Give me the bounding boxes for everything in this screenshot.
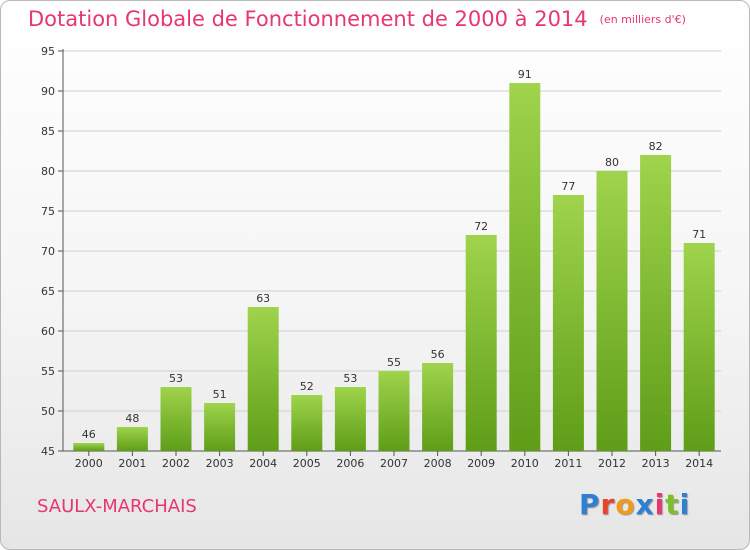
logo-letter: i bbox=[679, 488, 691, 521]
bar-2001 bbox=[116, 427, 148, 451]
y-tick-label: 45 bbox=[41, 445, 55, 458]
data-label-2000: 46 bbox=[82, 428, 96, 441]
y-tick-label: 65 bbox=[41, 285, 55, 298]
commune-name: SAULX-MARCHAIS bbox=[37, 496, 197, 517]
bar-2004 bbox=[247, 307, 279, 451]
data-label-2012: 80 bbox=[605, 156, 619, 169]
data-label-2006: 53 bbox=[343, 372, 357, 385]
chart-title: Dotation Globale de Fonctionnement de 20… bbox=[28, 7, 686, 31]
x-tick-label: 2008 bbox=[424, 457, 452, 470]
logo-letter: o bbox=[615, 488, 636, 521]
y-tick-label: 95 bbox=[41, 45, 55, 58]
x-tick-label: 2013 bbox=[642, 457, 670, 470]
x-tick-label: 2002 bbox=[162, 457, 190, 470]
x-tick-label: 2007 bbox=[380, 457, 408, 470]
x-tick-label: 2012 bbox=[598, 457, 626, 470]
y-tick-label: 55 bbox=[41, 365, 55, 378]
x-tick-label: 2014 bbox=[685, 457, 713, 470]
y-tick-label: 60 bbox=[41, 325, 55, 338]
logo-letter: i bbox=[654, 488, 666, 521]
y-tick-label: 85 bbox=[41, 125, 55, 138]
bar-2002 bbox=[160, 387, 192, 451]
data-label-2001: 48 bbox=[125, 412, 139, 425]
proxiti-logo: Proxiti bbox=[579, 488, 690, 521]
data-label-2008: 56 bbox=[431, 348, 445, 361]
y-tick-label: 75 bbox=[41, 205, 55, 218]
data-label-2002: 53 bbox=[169, 372, 183, 385]
data-label-2010: 91 bbox=[518, 68, 532, 81]
bar-2014 bbox=[683, 243, 715, 451]
data-label-2009: 72 bbox=[474, 220, 488, 233]
data-label-2013: 82 bbox=[649, 140, 663, 153]
y-tick-label: 90 bbox=[41, 85, 55, 98]
x-tick-label: 2004 bbox=[249, 457, 277, 470]
bar-2006 bbox=[334, 387, 366, 451]
data-label-2007: 55 bbox=[387, 356, 401, 369]
bars bbox=[73, 83, 715, 451]
logo-letter: x bbox=[635, 488, 655, 521]
x-tick-label: 2000 bbox=[75, 457, 103, 470]
bar-2012 bbox=[596, 171, 628, 451]
data-label-2014: 71 bbox=[692, 228, 706, 241]
bar-2000 bbox=[73, 443, 105, 451]
bar-2008 bbox=[422, 363, 454, 451]
bar-2013 bbox=[640, 155, 672, 451]
logo-letter: P bbox=[579, 488, 601, 521]
logo-letter: r bbox=[600, 488, 616, 521]
x-tick-label: 2011 bbox=[554, 457, 582, 470]
x-tick-label: 2009 bbox=[467, 457, 495, 470]
data-label-2004: 63 bbox=[256, 292, 270, 305]
bar-2011 bbox=[552, 195, 584, 451]
labels: 45 50 55 60 65 70 75 80 85 90 95 2000 46 2001 48 2002 53… bbox=[41, 45, 713, 470]
x-tick-label: 2001 bbox=[118, 457, 146, 470]
y-tick-label: 70 bbox=[41, 245, 55, 258]
logo-letter: t bbox=[665, 488, 680, 521]
bar-2009 bbox=[465, 235, 497, 451]
bar-2010 bbox=[509, 83, 541, 451]
x-tick-label: 2003 bbox=[206, 457, 234, 470]
x-tick-label: 2010 bbox=[511, 457, 539, 470]
bar-2003 bbox=[204, 403, 236, 451]
data-label-2011: 77 bbox=[561, 180, 575, 193]
data-label-2003: 51 bbox=[213, 388, 227, 401]
bar-2005 bbox=[291, 395, 323, 451]
x-tick-label: 2005 bbox=[293, 457, 321, 470]
y-tick-label: 80 bbox=[41, 165, 55, 178]
x-tick-label: 2006 bbox=[336, 457, 364, 470]
chart-title-text: Dotation Globale de Fonctionnement de 20… bbox=[28, 7, 588, 31]
chart-title-unit: (en milliers d'€) bbox=[599, 13, 686, 26]
y-tick-label: 50 bbox=[41, 405, 55, 418]
bar-2007 bbox=[378, 371, 410, 451]
data-label-2005: 52 bbox=[300, 380, 314, 393]
